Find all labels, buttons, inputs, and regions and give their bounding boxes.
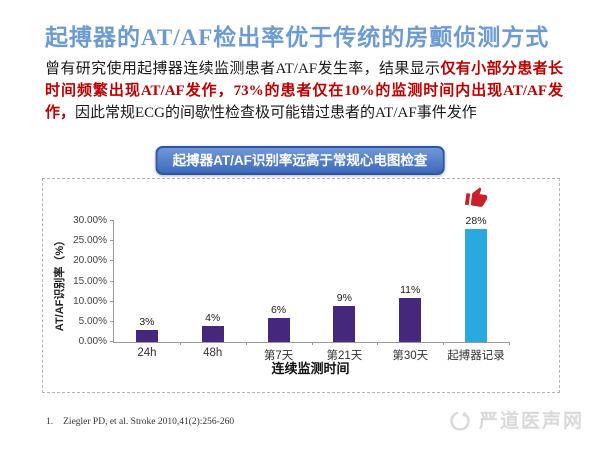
y-tick-label: 15.00% <box>73 275 107 287</box>
paragraph-red-highlight: 仅有小部分患者长时间频繁出现AT/AF发作，73%的患者仅在10%的监测时间内出… <box>45 61 563 122</box>
bar-value-label: 4% <box>205 311 221 324</box>
x-axis-labels: 24h 48h 第7天 第21天 第30天 起搏器记录 <box>114 347 509 363</box>
y-tick-label: 30.00% <box>73 215 107 226</box>
x-tick-mark <box>377 342 379 345</box>
y-tick-label: 25.00% <box>73 235 107 247</box>
x-axis-label: 24h <box>137 347 157 359</box>
bar-value-label: 9% <box>336 291 352 304</box>
bar-group: 28% <box>443 186 509 342</box>
y-tick-mark <box>110 300 114 302</box>
y-tick-label: 5.00% <box>78 315 107 327</box>
watermark: 严道医声网 <box>447 406 584 433</box>
body-paragraph: 曾有研究使用起搏器连续监测患者AT/AF发生率，结果显示仅有小部分患者长时间频繁… <box>45 58 563 124</box>
bar-value-label: 28% <box>465 215 487 228</box>
bar-group: 4% <box>180 312 246 342</box>
y-axis-title: AT/AF识别率（%） <box>54 234 66 332</box>
bars: 3% 4% 6% 9% 11% 28% <box>114 187 509 342</box>
paragraph-black-1: 曾有研究使用起搏器连续监测患者AT/AF发生率，结果显示 <box>45 61 441 77</box>
chart-frame: AT/AF识别率（%） 3% 4% 6% 9% 11% 28% 0.00% 5.00% 10.… <box>42 178 560 393</box>
bar-group: 6% <box>246 304 312 342</box>
bar-value-label: 3% <box>139 315 155 328</box>
x-axis-label: 第7天 <box>263 350 294 362</box>
y-tick-mark <box>110 220 114 221</box>
bar <box>135 329 158 342</box>
x-tick-mark <box>443 342 445 345</box>
bar-group: 11% <box>377 284 443 342</box>
bar-group: 3% <box>114 316 180 342</box>
x-tick-mark <box>509 342 510 345</box>
x-tick-mark <box>311 342 313 345</box>
x-axis-label: 48h <box>203 347 223 359</box>
y-tick-mark <box>110 240 114 242</box>
y-tick-mark <box>110 280 114 282</box>
reference-footnote: 1. Ziegler PD, et al. Stroke 2010,41(2):2… <box>46 417 234 427</box>
plot-area: 3% 4% 6% 9% 11% 28% 0.00% 5.00% 10.00% 15.00% 20.… <box>73 187 510 362</box>
y-tick-mark <box>110 320 114 322</box>
bar <box>465 229 488 342</box>
yandao-logo-icon <box>450 410 470 431</box>
x-axis-title: 连续监测时间 <box>271 361 350 376</box>
bar <box>267 317 290 342</box>
x-axis-label: 起搏器记录 <box>447 350 505 362</box>
watermark-text: 严道医声网 <box>478 411 584 432</box>
x-axis-label: 第30天 <box>392 350 429 362</box>
x-axis-label: 第21天 <box>326 350 363 362</box>
bar-value-label: 11% <box>400 283 421 296</box>
x-tick-mark <box>179 342 181 345</box>
footnote-number: 1. <box>46 417 54 427</box>
paragraph-black-2: 因此常规ECG的间歇性检查极可能错过患者的AT/AF事件发作 <box>75 105 477 122</box>
y-tick-mark <box>110 341 114 342</box>
y-tick-label: 10.00% <box>73 295 107 307</box>
bar-group: 9% <box>311 292 377 342</box>
y-tick-label: 20.00% <box>73 255 107 267</box>
bar-value-label: 6% <box>270 303 287 316</box>
x-tick-mark <box>245 342 247 345</box>
bar <box>201 325 224 342</box>
slide-title: 起搏器的AT/AF检出率优于传统的房颤侦测方式 <box>45 25 550 50</box>
thumbs-up-icon <box>464 186 489 214</box>
bar <box>333 305 356 342</box>
chart-banner: 起搏器AT/AF识别率远高于常规心电图检查 <box>155 146 445 175</box>
bar <box>399 297 422 342</box>
y-tick-label: 0.00% <box>78 336 107 347</box>
y-tick-mark <box>110 260 114 262</box>
footnote-text: Ziegler PD, et al. Stroke 2010,41(2):256… <box>63 417 235 427</box>
